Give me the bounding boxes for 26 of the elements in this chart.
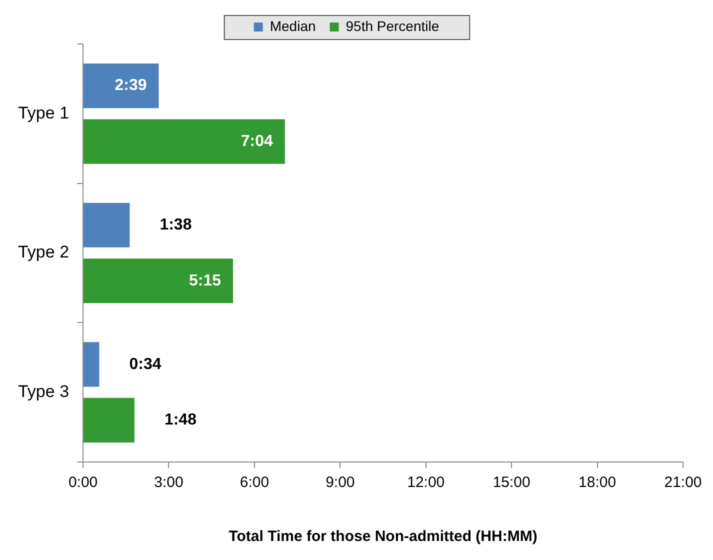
data-label: 1:48: [164, 412, 197, 429]
bar: [84, 398, 134, 442]
y-tick-label: Type 3: [18, 382, 70, 402]
data-label: 0:34: [129, 356, 162, 373]
data-label: 1:38: [160, 216, 192, 234]
bar: [84, 258, 234, 304]
y-tick-label: Type 2: [18, 242, 70, 262]
x-tick-label: 15:00: [492, 474, 530, 492]
x-tick-label: 21:00: [664, 474, 702, 492]
x-tick-label: 3:00: [154, 474, 184, 492]
y-tick-label: Type 1: [18, 103, 70, 122]
bar: [84, 119, 285, 164]
x-tick-label: 12:00: [407, 474, 445, 492]
x-tick-label: 0:00: [68, 474, 98, 492]
x-tick-label: 9:00: [326, 474, 355, 492]
x-tick-label: 6:00: [240, 474, 270, 492]
data-label: 5:15: [188, 272, 222, 290]
data-label: 7:04: [240, 132, 274, 150]
x-axis-title: Total Time for those Non-admitted (HH:MM): [228, 528, 538, 546]
legend-label: 95th Percentile: [346, 18, 440, 34]
data-label: 2:39: [114, 77, 147, 94]
bar: [84, 342, 100, 387]
bar: [84, 202, 130, 248]
x-tick-label: 18:00: [578, 474, 616, 492]
legend-label: Median: [270, 18, 316, 34]
bar: [84, 64, 159, 108]
